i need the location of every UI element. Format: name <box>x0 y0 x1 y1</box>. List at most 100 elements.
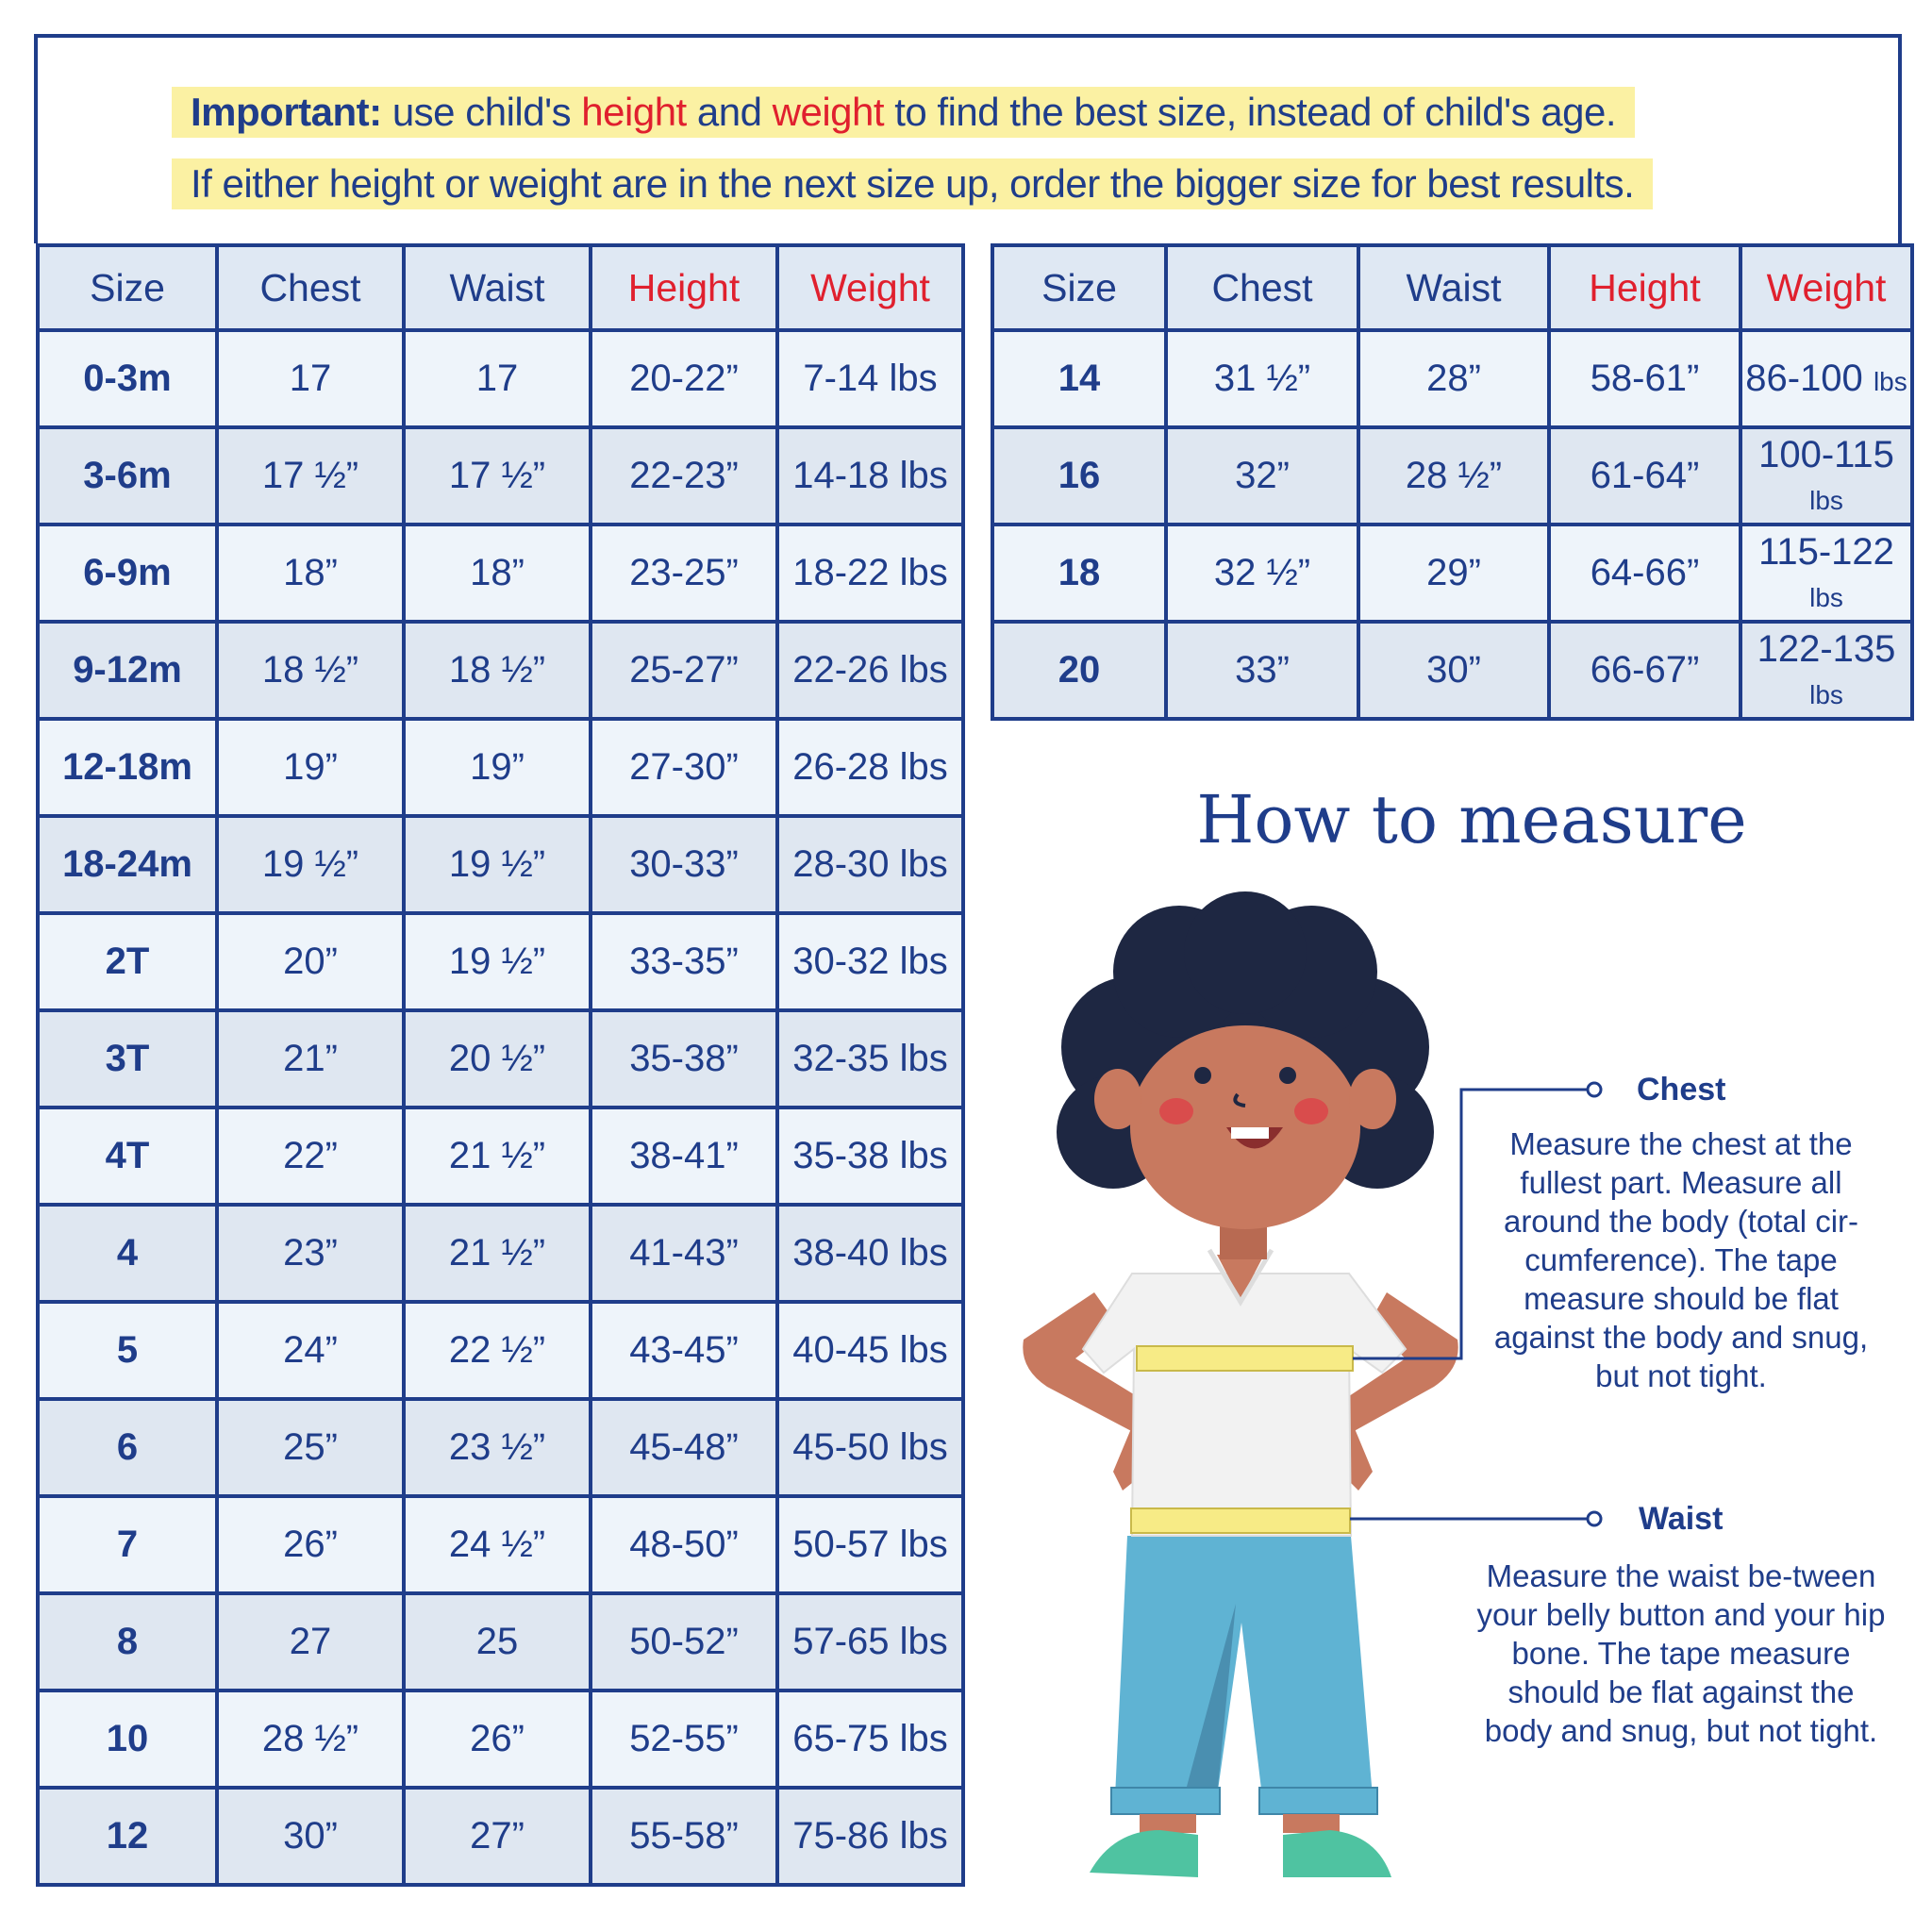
cell-waist: 19 ½” <box>402 911 592 1012</box>
cell-waist: 17 ½” <box>402 425 592 526</box>
cell-size: 6 <box>36 1397 219 1498</box>
table-row: 5 24” 22 ½” 43-45” 40-45 lbs <box>36 1300 965 1401</box>
table-row: 6 25” 23 ½” 45-48” 45-50 lbs <box>36 1397 965 1498</box>
header-height: Height <box>589 243 779 332</box>
height-emphasis: height <box>581 90 687 134</box>
cell-waist: 18 ½” <box>402 620 592 721</box>
cell-waist: 25 <box>402 1591 592 1692</box>
cell-size: 20 <box>991 620 1168 721</box>
cell-height: 55-58” <box>589 1786 779 1887</box>
cell-weight: 86-100 lbs <box>1739 328 1914 429</box>
weight-value: 100-115 <box>1758 433 1894 475</box>
cell-size: 10 <box>36 1689 219 1790</box>
weight-value: 122-135 <box>1757 627 1896 670</box>
cell-height: 50-52” <box>589 1591 779 1692</box>
cell-waist: 17 <box>402 328 592 429</box>
table-row: 7 26” 24 ½” 48-50” 50-57 lbs <box>36 1494 965 1595</box>
waist-label: Waist <box>1639 1501 1724 1537</box>
cell-waist: 30” <box>1357 620 1551 721</box>
size-table-right: Size Chest Waist Height Weight 14 31 ½” 28” 58-6… <box>991 243 1914 721</box>
table-row: 18-24m 19 ½” 19 ½” 30-33” 28-30 lbs <box>36 814 965 915</box>
table-row: 4 23” 21 ½” 41-43” 38-40 lbs <box>36 1203 965 1304</box>
cell-chest: 30” <box>215 1786 406 1887</box>
header-weight: Weight <box>1739 243 1914 332</box>
table-row: 3-6m 17 ½” 17 ½” 22-23” 14-18 lbs <box>36 425 965 526</box>
chest-label: Chest <box>1637 1072 1726 1108</box>
cell-weight: 32-35 lbs <box>775 1008 965 1109</box>
cell-height: 52-55” <box>589 1689 779 1790</box>
important-note: Important: use child's height and weight… <box>172 87 1636 138</box>
weight-emphasis: weight <box>772 90 885 134</box>
cell-weight: 122-135 lbs <box>1739 620 1914 721</box>
chest-tape <box>1136 1345 1354 1372</box>
cell-height: 35-38” <box>589 1008 779 1109</box>
cell-size: 12-18m <box>36 717 219 818</box>
cell-chest: 32 ½” <box>1164 523 1360 624</box>
weight-unit: lbs <box>1873 367 1907 396</box>
chest-instructions: Measure the chest at the fullest part. M… <box>1493 1126 1869 1393</box>
header-weight: Weight <box>775 243 965 332</box>
cell-chest: 28 ½” <box>215 1689 406 1790</box>
cell-height: 58-61” <box>1547 328 1742 429</box>
table-row: 16 32” 28 ½” 61-64” 100-115 lbs <box>991 425 1914 526</box>
cell-chest: 31 ½” <box>1164 328 1360 429</box>
cell-height: 33-35” <box>589 911 779 1012</box>
cell-size: 12 <box>36 1786 219 1887</box>
weight-value: 86-100 <box>1745 358 1863 399</box>
cell-weight: 30-32 lbs <box>775 911 965 1012</box>
table-row: 4T 22” 21 ½” 38-41” 35-38 lbs <box>36 1106 965 1207</box>
cell-weight: 45-50 lbs <box>775 1397 965 1498</box>
cell-waist: 19 ½” <box>402 814 592 915</box>
cell-weight: 40-45 lbs <box>775 1300 965 1401</box>
cell-height: 23-25” <box>589 523 779 624</box>
cell-weight: 26-28 lbs <box>775 717 965 818</box>
cell-weight: 14-18 lbs <box>775 425 965 526</box>
cell-size: 3-6m <box>36 425 219 526</box>
cell-height: 48-50” <box>589 1494 779 1595</box>
table-row: 9-12m 18 ½” 18 ½” 25-27” 22-26 lbs <box>36 620 965 721</box>
cell-chest: 27 <box>215 1591 406 1692</box>
table-row: 2T 20” 19 ½” 33-35” 30-32 lbs <box>36 911 965 1012</box>
cell-size: 4T <box>36 1106 219 1207</box>
cell-weight: 115-122 lbs <box>1739 523 1914 624</box>
how-to-measure-title: How to measure <box>1196 781 1747 858</box>
table-row: 14 31 ½” 28” 58-61” 86-100 lbs <box>991 328 1914 429</box>
cell-weight: 28-30 lbs <box>775 814 965 915</box>
cell-height: 20-22” <box>589 328 779 429</box>
cell-chest: 20” <box>215 911 406 1012</box>
cell-waist: 27” <box>402 1786 592 1887</box>
cell-size: 18 <box>991 523 1168 624</box>
table-row: 6-9m 18” 18” 23-25” 18-22 lbs <box>36 523 965 624</box>
cell-height: 66-67” <box>1547 620 1742 721</box>
cell-waist: 21 ½” <box>402 1106 592 1207</box>
size-up-note: If either height or weight are in the ne… <box>172 158 1654 209</box>
table-row: 10 28 ½” 26” 52-55” 65-75 lbs <box>36 1689 965 1790</box>
cell-chest: 21” <box>215 1008 406 1109</box>
cell-height: 27-30” <box>589 717 779 818</box>
cell-weight: 50-57 lbs <box>775 1494 965 1595</box>
table-row: 3T 21” 20 ½” 35-38” 32-35 lbs <box>36 1008 965 1109</box>
left-shoe <box>1090 1830 1198 1877</box>
cell-weight: 75-86 lbs <box>775 1786 965 1887</box>
cell-weight: 38-40 lbs <box>775 1203 965 1304</box>
cell-chest: 18 ½” <box>215 620 406 721</box>
waist-instructions: Measure the waist be-tween your belly bu… <box>1476 1558 1886 1748</box>
cell-chest: 17 <box>215 328 406 429</box>
cell-size: 8 <box>36 1591 219 1692</box>
header-chest: Chest <box>1164 243 1360 332</box>
cell-chest: 25” <box>215 1397 406 1498</box>
cell-weight: 22-26 lbs <box>775 620 965 721</box>
right-shoe <box>1283 1830 1391 1877</box>
header-size: Size <box>991 243 1168 332</box>
cell-height: 25-27” <box>589 620 779 721</box>
table-row: 0-3m 17 17 20-22” 7-14 lbs <box>36 328 965 429</box>
notice-box: Important: use child's height and weight… <box>34 34 1902 243</box>
weight-unit: lbs <box>1809 582 1843 612</box>
cell-height: 30-33” <box>589 814 779 915</box>
note-text: use child's <box>381 90 582 134</box>
note-text: to find the best size, instead of child'… <box>884 90 1617 134</box>
cell-size: 7 <box>36 1494 219 1595</box>
header-size: Size <box>36 243 219 332</box>
